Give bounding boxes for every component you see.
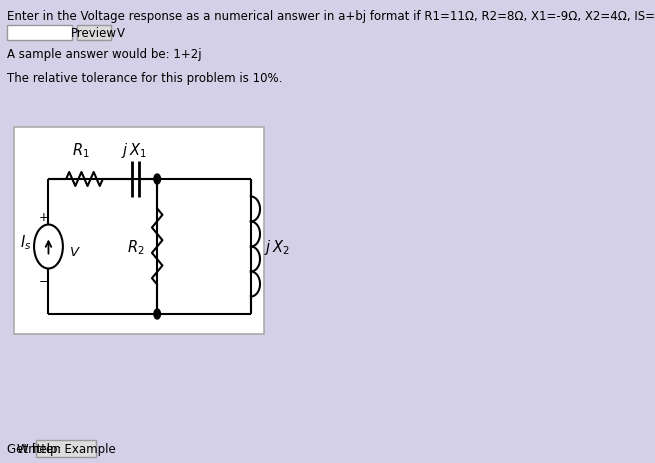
FancyBboxPatch shape bbox=[14, 128, 264, 334]
Text: $j\,X_1$: $j\,X_1$ bbox=[121, 141, 147, 160]
Text: +: + bbox=[38, 211, 48, 224]
Circle shape bbox=[154, 309, 160, 319]
Text: $R_2$: $R_2$ bbox=[126, 238, 144, 257]
FancyBboxPatch shape bbox=[77, 26, 111, 41]
Text: Written Example: Written Example bbox=[17, 442, 115, 455]
Text: V: V bbox=[117, 27, 124, 40]
Text: Enter in the Voltage response as a numerical answer in a+bj format if R1=11Ω, R2: Enter in the Voltage response as a numer… bbox=[7, 10, 655, 23]
Text: −: − bbox=[38, 275, 48, 288]
FancyBboxPatch shape bbox=[7, 26, 72, 41]
Ellipse shape bbox=[34, 225, 63, 269]
Text: $R_1$: $R_1$ bbox=[73, 141, 90, 160]
Text: Preview: Preview bbox=[71, 27, 117, 40]
Circle shape bbox=[154, 175, 160, 185]
Text: $j\,X_2$: $j\,X_2$ bbox=[264, 238, 290, 257]
Text: A sample answer would be: 1+2j: A sample answer would be: 1+2j bbox=[7, 48, 201, 61]
Text: Get help:: Get help: bbox=[7, 443, 61, 456]
FancyBboxPatch shape bbox=[36, 440, 96, 457]
Text: $\mathit{I_s}$: $\mathit{I_s}$ bbox=[20, 232, 31, 251]
Text: $\mathit{V}$: $\mathit{V}$ bbox=[69, 245, 81, 258]
Text: The relative tolerance for this problem is 10%.: The relative tolerance for this problem … bbox=[7, 72, 282, 85]
